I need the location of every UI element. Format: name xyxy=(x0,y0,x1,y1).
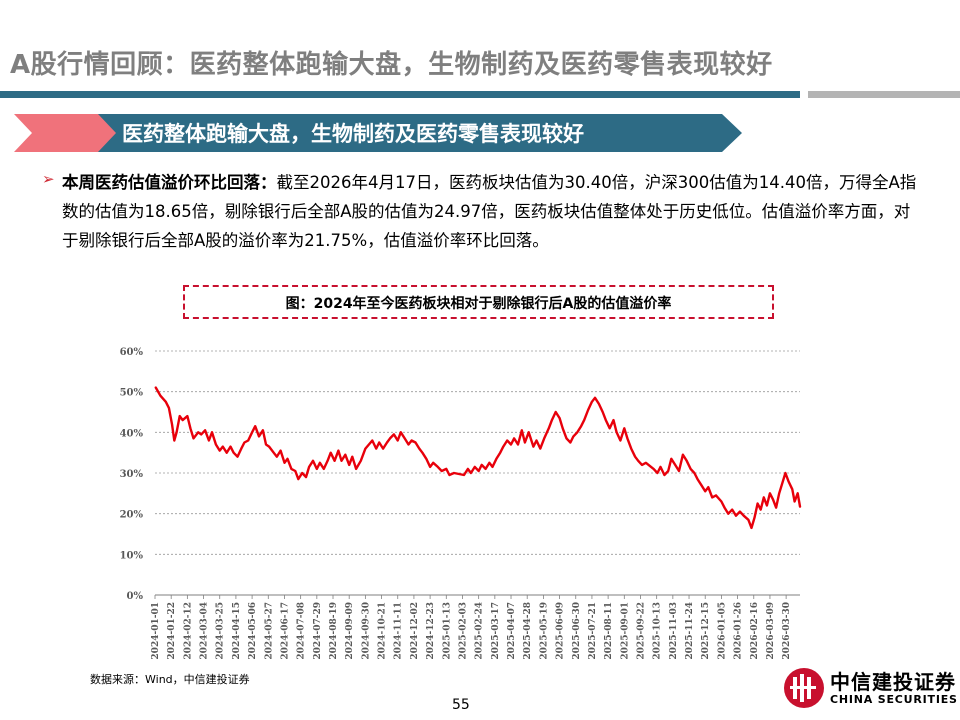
x-tick-label: 2024-02-12 xyxy=(183,602,193,660)
x-tick-label: 2026-01-26 xyxy=(734,602,744,660)
chart-title-box: 图：2024年至今医药板块相对于剔除银行后A股的估值溢价率 xyxy=(183,285,774,319)
x-tick-label: 2025-09-22 xyxy=(636,602,646,660)
x-tick-label: 2024-07-29 xyxy=(313,602,323,660)
x-tick-label: 2025-04-07 xyxy=(507,602,517,660)
x-tick-label: 2025-02-24 xyxy=(475,602,485,660)
x-tick-label: 2024-01-01 xyxy=(151,602,161,660)
x-tick-label: 2026-01-05 xyxy=(717,602,727,660)
title-rule-gray xyxy=(808,91,960,98)
x-tick-label: 2025-01-13 xyxy=(442,602,452,660)
x-tick-label: 2024-04-15 xyxy=(232,602,242,660)
y-tick-label: 60% xyxy=(120,347,144,358)
page-title: A股行情回顾：医药整体跑输大盘，生物制药及医药零售表现较好 xyxy=(10,50,773,80)
summary-body: 截至2026年4月17日，医药板块估值为30.40倍，沪深300估值为14.40… xyxy=(62,173,917,250)
x-tick-label: 2024-05-06 xyxy=(248,602,258,660)
x-tick-label: 2024-11-11 xyxy=(394,602,404,660)
x-tick-label: 2025-10-13 xyxy=(653,602,663,660)
x-tick-label: 2025-05-19 xyxy=(539,602,549,660)
x-tick-label: 2026-02-16 xyxy=(750,602,760,660)
premium-rate-line xyxy=(154,386,802,530)
x-tick-label: 2024-12-23 xyxy=(426,602,436,660)
page-number: 55 xyxy=(452,697,470,713)
x-tick-label: 2024-01-22 xyxy=(167,602,177,660)
x-tick-label: 2024-12-02 xyxy=(410,602,420,660)
x-tick-label: 2025-03-17 xyxy=(491,602,501,660)
china-securities-logo-icon xyxy=(784,668,824,708)
y-tick-label: 50% xyxy=(120,388,144,399)
summary-lead: 本周医药估值溢价环比回落： xyxy=(62,173,277,192)
x-tick-label: 2024-03-25 xyxy=(216,602,226,660)
data-source: 数据来源：Wind，中信建投证券 xyxy=(90,673,250,686)
x-tick-label: 2024-08-19 xyxy=(329,602,339,660)
chart-y-axis: 0% 10% 20% 30% 40% 50% 60% xyxy=(120,347,144,602)
x-tick-label: 2025-11-03 xyxy=(669,602,679,660)
x-tick-label: 2024-09-30 xyxy=(361,602,371,660)
bullet-arrow-icon: ➢ xyxy=(42,170,55,188)
chart-title: 图：2024年至今医药板块相对于剔除银行后A股的估值溢价率 xyxy=(285,296,672,312)
y-tick-label: 0% xyxy=(127,591,144,602)
x-tick-label: 2025-06-30 xyxy=(572,602,582,660)
x-tick-label: 2024-03-04 xyxy=(200,602,210,660)
chart-gridlines xyxy=(155,350,800,555)
section-banner xyxy=(14,114,742,152)
x-tick-label: 2025-06-09 xyxy=(556,602,566,660)
x-tick-label: 2025-04-28 xyxy=(523,602,533,660)
y-tick-label: 10% xyxy=(120,550,144,561)
summary-paragraph: 本周医药估值溢价环比回落：截至2026年4月17日，医药板块估值为30.40倍，… xyxy=(62,168,922,255)
x-tick-label: 2024-06-17 xyxy=(280,602,290,660)
x-tick-label: 2024-09-09 xyxy=(345,602,355,660)
x-tick-label: 2024-05-27 xyxy=(264,602,274,660)
x-tick-label: 2025-12-15 xyxy=(701,602,711,660)
section-banner-text: 医药整体跑输大盘，生物制药及医药零售表现较好 xyxy=(122,122,584,146)
y-tick-label: 30% xyxy=(120,469,144,480)
chart-series xyxy=(154,386,802,530)
y-tick-label: 20% xyxy=(120,510,144,521)
x-tick-label: 2025-02-03 xyxy=(458,602,468,660)
x-tick-label: 2026-03-30 xyxy=(782,602,792,660)
logo-english-name: CHINA SECURITIES xyxy=(830,693,958,706)
x-tick-label: 2024-10-21 xyxy=(378,602,388,660)
y-tick-label: 40% xyxy=(120,428,144,439)
x-tick-label: 2025-09-01 xyxy=(620,602,630,660)
x-tick-label: 2024-07-08 xyxy=(297,602,307,660)
title-rule-blue xyxy=(0,91,800,98)
x-tick-label: 2025-07-21 xyxy=(588,602,598,660)
x-tick-label: 2026-03-09 xyxy=(766,602,776,660)
logo-name: 中信建投证券 xyxy=(830,670,956,694)
x-tick-label: 2025-08-11 xyxy=(604,602,614,660)
x-tick-label: 2025-11-24 xyxy=(685,602,695,660)
chart-x-axis: 2024-01-01 2024-01-22 2024-02-12 2024-03-04… xyxy=(151,594,800,660)
